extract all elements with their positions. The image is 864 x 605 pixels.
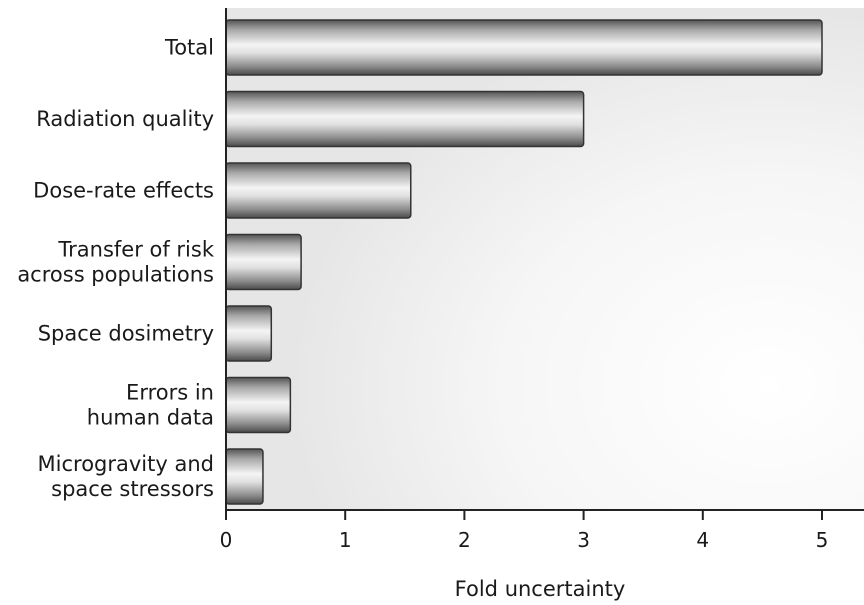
category-label: Microgravity and (38, 452, 214, 476)
category-label: Dose-rate effects (33, 179, 214, 203)
category-labels: Total Radiation quality Dose-rate effects T… (17, 36, 215, 502)
x-tick-group: 0 1 2 3 4 5 (220, 510, 829, 552)
category-label: Radiation quality (36, 107, 214, 131)
bar (225, 448, 264, 505)
plot-background (226, 8, 864, 510)
bar (225, 90, 585, 148)
bar (225, 376, 292, 434)
x-tick-label: 5 (816, 528, 829, 552)
bar (225, 19, 823, 76)
category-label: Space dosimetry (38, 322, 214, 346)
category-label: across populations (17, 263, 214, 287)
bars-group (225, 19, 823, 505)
x-tick-label: 2 (458, 528, 471, 552)
category-label: human data (87, 406, 214, 430)
category-label: Errors in (126, 381, 214, 405)
x-axis-title: Fold uncertainty (455, 577, 626, 601)
category-label: Total (164, 36, 214, 60)
category-label: Transfer of risk (57, 238, 214, 262)
x-tick-label: 0 (220, 528, 233, 552)
x-tick-label: 4 (696, 528, 709, 552)
category-label: space stressors (51, 477, 214, 501)
x-tick-label: 1 (339, 528, 352, 552)
bar (225, 162, 412, 219)
bar (225, 305, 273, 362)
bar (225, 233, 302, 291)
x-tick-label: 3 (577, 528, 590, 552)
